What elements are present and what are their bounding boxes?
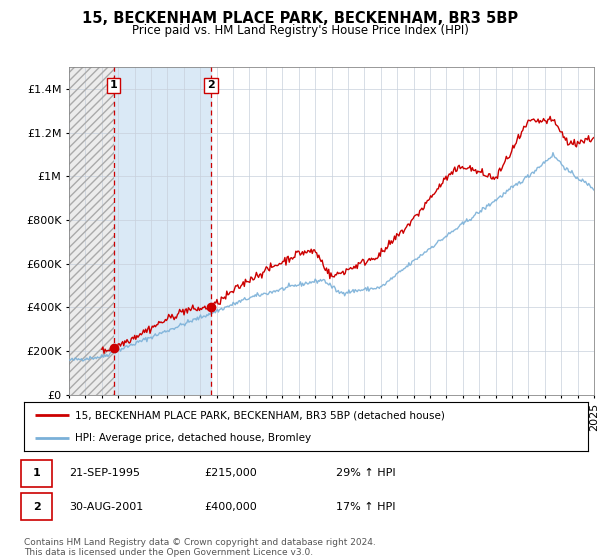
Bar [69, 67, 113, 395]
Text: 29% ↑ HPI: 29% ↑ HPI [336, 468, 395, 478]
Text: 15, BECKENHAM PLACE PARK, BECKENHAM, BR3 5BP: 15, BECKENHAM PLACE PARK, BECKENHAM, BR3… [82, 11, 518, 26]
Text: 30-AUG-2001: 30-AUG-2001 [69, 502, 143, 512]
Text: Contains HM Land Registry data © Crown copyright and database right 2024.
This d: Contains HM Land Registry data © Crown c… [24, 538, 376, 557]
Text: £215,000: £215,000 [204, 468, 257, 478]
Text: 1: 1 [110, 80, 118, 90]
Text: 21-SEP-1995: 21-SEP-1995 [69, 468, 140, 478]
Bar [69, 67, 113, 395]
Text: 17% ↑ HPI: 17% ↑ HPI [336, 502, 395, 512]
Text: £400,000: £400,000 [204, 502, 257, 512]
Text: HPI: Average price, detached house, Bromley: HPI: Average price, detached house, Brom… [75, 433, 311, 443]
Text: Price paid vs. HM Land Registry's House Price Index (HPI): Price paid vs. HM Land Registry's House … [131, 24, 469, 36]
Text: 2: 2 [33, 502, 40, 512]
Text: 1: 1 [33, 468, 40, 478]
Bar [113, 67, 211, 395]
Text: 2: 2 [207, 80, 215, 90]
Text: 15, BECKENHAM PLACE PARK, BECKENHAM, BR3 5BP (detached house): 15, BECKENHAM PLACE PARK, BECKENHAM, BR3… [75, 410, 445, 421]
